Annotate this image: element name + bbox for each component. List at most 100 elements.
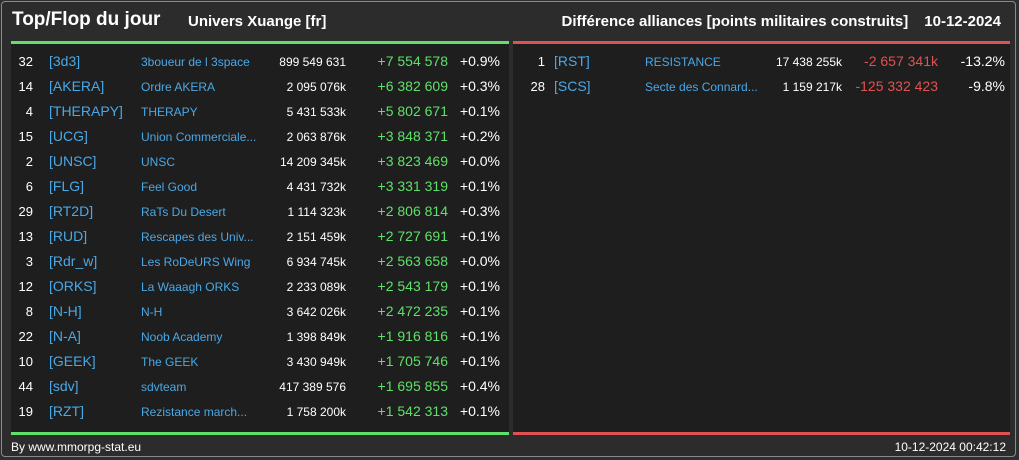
alliance-percent: +0.1% (459, 303, 500, 319)
alliance-diff: +5 802 671 (377, 103, 448, 119)
alliance-points: 5 431 533k (286, 105, 346, 119)
alliance-rank: 8 (25, 304, 33, 319)
source-link[interactable]: By www.mmorpg-stat.eu (11, 440, 142, 454)
alliance-name-link[interactable]: Feel Good (141, 180, 198, 194)
alliance-points: 1 758 200k (286, 405, 346, 419)
alliance-diff: -2 657 341k (864, 53, 938, 69)
alliance-percent: +0.1% (459, 353, 500, 369)
alliance-row: 28 [SCS] Secte des Connard... 1 159 217k -12… (513, 75, 1010, 100)
alliance-row: 13 [RUD] Rescapes des Univ... 2 151 459k +2 … (11, 225, 509, 250)
alliance-rank: 12 (18, 279, 33, 294)
alliance-diff: +3 331 319 (377, 178, 448, 194)
alliance-name-link[interactable]: THERAPY (141, 105, 198, 119)
flop-panel: 1 [RST] RESISTANCE 17 438 255k -2 657 341k -1… (513, 41, 1010, 435)
alliance-name-link[interactable]: sdvteam (141, 380, 187, 394)
header: Top/Flop du jour Univers Xuange [fr] Dif… (2, 2, 1015, 40)
alliance-points: 2 151 459k (286, 230, 346, 244)
alliance-row: 4 [THERAPY] THERAPY 5 431 533k +5 802 671 +0.… (11, 100, 509, 125)
alliance-diff: +1 695 855 (377, 378, 448, 394)
alliance-row: 8 [N-H] N-H 3 642 026k +2 472 235 +0.1% (11, 300, 509, 325)
alliance-name-link[interactable]: Rezistance march... (141, 405, 248, 419)
alliance-row: 29 [RT2D] RaTs Du Desert 1 114 323k +2 806 8… (11, 200, 509, 225)
alliance-tag-link[interactable]: [sdv] (49, 378, 79, 394)
alliance-diff: +2 472 235 (377, 303, 448, 319)
alliance-tag-link[interactable]: [N-H] (49, 303, 82, 319)
alliance-tag-link[interactable]: [RT2D] (49, 203, 94, 219)
alliance-points: 899 549 631 (279, 55, 346, 69)
alliance-tag-link[interactable]: [N-A] (49, 328, 81, 344)
alliance-diff: +1 542 313 (377, 403, 448, 419)
alliance-name-link[interactable]: La Waaagh ORKS (141, 280, 240, 294)
alliance-percent: +0.1% (459, 328, 500, 344)
alliance-percent: +0.2% (459, 128, 500, 144)
alliance-rank: 19 (18, 404, 33, 419)
alliance-tag-link[interactable]: [RST] (554, 53, 590, 69)
ranking-category: Différence alliances [points militaires … (561, 13, 909, 30)
alliance-percent: +0.1% (459, 178, 500, 194)
alliance-name-link[interactable]: Ordre AKERA (141, 80, 216, 94)
alliance-tag-link[interactable]: [FLG] (49, 178, 85, 194)
alliance-name-link[interactable]: N-H (141, 305, 163, 319)
alliance-diff: +3 848 371 (377, 128, 448, 144)
alliance-rank: 6 (25, 179, 33, 194)
alliance-diff: +6 382 609 (377, 78, 448, 94)
alliance-points: 417 389 576 (279, 380, 346, 394)
alliance-tag-link[interactable]: [THERAPY] (49, 103, 123, 119)
alliance-rank: 13 (18, 229, 33, 244)
alliance-tag-link[interactable]: [RZT] (49, 403, 84, 419)
alliance-points: 1 114 323k (287, 205, 347, 219)
alliance-points: 2 063 876k (286, 130, 346, 144)
alliance-name-link[interactable]: RaTs Du Desert (141, 205, 226, 219)
alliance-rank: 14 (18, 79, 33, 94)
alliance-row: 22 [N-A] Noob Academy 1 398 849k +1 916 816 +… (11, 325, 509, 350)
alliance-tag-link[interactable]: [GEEK] (49, 353, 96, 369)
alliance-name-link[interactable]: Union Commerciale... (141, 130, 257, 144)
alliance-tag-link[interactable]: [UNSC] (49, 153, 97, 169)
alliance-diff: +2 543 179 (377, 278, 448, 294)
alliance-row: 12 [ORKS] La Waaagh ORKS 2 233 089k +2 543 1… (11, 275, 509, 300)
alliance-name-link[interactable]: 3boueur de l 3space (141, 55, 250, 69)
alliance-name-link[interactable]: Secte des Connard... (645, 80, 758, 94)
alliance-rank: 32 (18, 54, 33, 69)
alliance-percent: +0.0% (459, 253, 500, 269)
alliance-row: 6 [FLG] Feel Good 4 431 732k +3 331 319 +0.1% (11, 175, 509, 200)
alliance-percent: +0.1% (459, 103, 500, 119)
alliance-name-link[interactable]: RESISTANCE (645, 55, 721, 69)
alliance-points: 2 233 089k (286, 280, 346, 294)
alliance-tag-link[interactable]: [UCG] (49, 128, 88, 144)
universe-label: Univers Xuange [fr] (188, 13, 327, 30)
alliance-row: 1 [RST] RESISTANCE 17 438 255k -2 657 341k -1… (513, 50, 1010, 75)
alliance-rank: 29 (18, 204, 33, 219)
alliance-tag-link[interactable]: [3d3] (49, 53, 81, 69)
alliance-diff: +2 563 658 (377, 253, 448, 269)
alliance-tag-link[interactable]: [ORKS] (49, 278, 97, 294)
alliance-points: 1 398 849k (286, 330, 346, 344)
alliance-diff: +1 916 816 (377, 328, 448, 344)
alliance-rank: 4 (25, 104, 33, 119)
alliance-row: 10 [GEEK] The GEEK 3 430 949k +1 705 746 +0.1… (11, 350, 509, 375)
top-panel: 32 [3d3] 3boueur de l 3space 899 549 631 +7 … (11, 41, 509, 435)
alliance-name-link[interactable]: Rescapes des Univ... (141, 230, 254, 244)
alliance-percent: +0.1% (459, 403, 500, 419)
alliance-tag-link[interactable]: [Rdr_w] (49, 253, 98, 269)
alliance-name-link[interactable]: UNSC (141, 155, 176, 169)
alliance-name-link[interactable]: Les RoDeURS Wing (141, 255, 251, 269)
alliance-row: 3 [Rdr_w] Les RoDeURS Wing 6 934 745k +2 563… (11, 250, 509, 275)
alliance-tag-link[interactable]: [RUD] (49, 228, 88, 244)
alliance-percent: +0.4% (459, 378, 500, 394)
alliance-percent: +0.3% (459, 203, 500, 219)
alliance-rank: 2 (25, 154, 33, 169)
alliance-diff: +1 705 746 (377, 353, 448, 369)
alliance-rank: 28 (530, 79, 545, 94)
alliance-percent: +0.1% (459, 228, 500, 244)
alliance-rank: 10 (18, 354, 33, 369)
alliance-row: 44 [sdv] sdvteam 417 389 576 +1 695 855 +0.4% (11, 375, 509, 400)
alliance-tag-link[interactable]: [SCS] (554, 78, 591, 94)
alliance-tag-link[interactable]: [AKERA] (49, 78, 105, 94)
alliance-row: 32 [3d3] 3boueur de l 3space 899 549 631 +7 … (11, 50, 509, 75)
alliance-rank: 44 (18, 379, 33, 394)
alliance-name-link[interactable]: The GEEK (141, 355, 199, 369)
alliance-name-link[interactable]: Noob Academy (141, 330, 223, 344)
header-date: 10-12-2024 (924, 13, 1001, 30)
